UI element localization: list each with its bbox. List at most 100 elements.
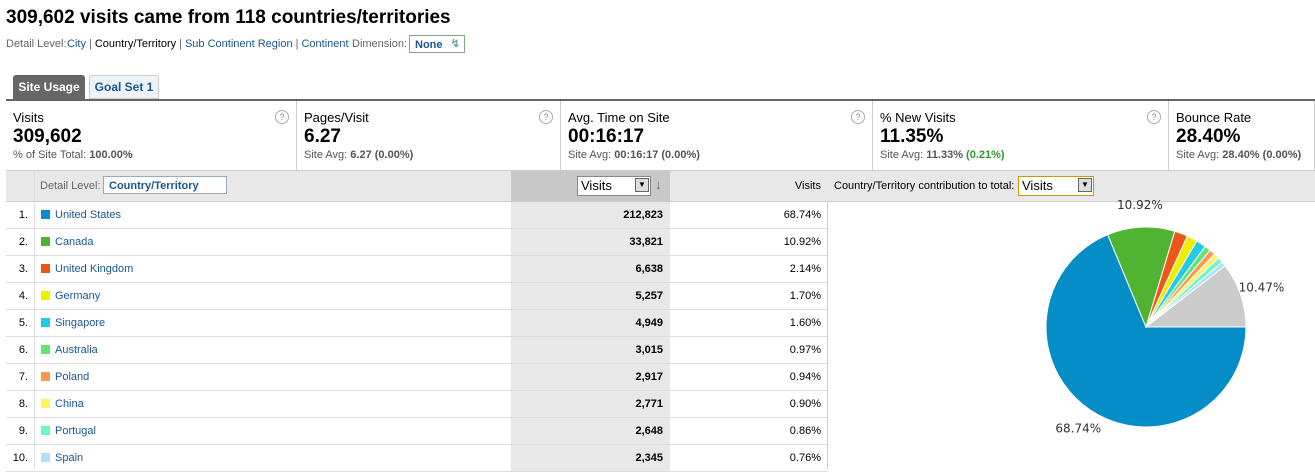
share-cell: 1.60% [789,317,821,329]
color-swatch [41,264,50,273]
metric-sub-label: Site Avg: [1176,149,1220,161]
metric-sub-label: Site Avg: [880,149,924,161]
metric-sub: Site Avg: 6.27 (0.00%) [304,149,413,161]
pie-label: 68.74% [1055,421,1101,435]
table-detail-select[interactable]: Country/Territory [103,176,227,194]
color-swatch [41,399,50,408]
help-icon[interactable]: ? [539,110,553,124]
country-link[interactable]: United Kingdom [55,263,134,275]
row-line [6,255,828,256]
dimension-select[interactable]: None ↯ [409,35,465,53]
metric-value: 28.40% [1176,126,1241,147]
visits-cell: 3,015 [635,344,663,356]
metric-sub-change: (0.00%) [661,149,700,161]
detail-link[interactable]: Sub Continent Region [184,38,293,50]
sorted-cell [511,202,670,228]
country-link[interactable]: China [55,398,84,410]
contribution-select-value: Visits [1022,178,1053,193]
dimension-label: Dimension: [352,38,408,50]
metric-sub: % of Site Total: 100.00% [13,149,133,161]
visits-cell: 33,821 [629,236,663,248]
tab[interactable]: Goal Set 1 [89,75,159,99]
row-number: 9. [18,425,28,437]
detail-link[interactable]: Continent [301,38,349,50]
row-number: 7. [18,371,28,383]
sorted-cell [511,391,670,417]
visits-cell: 212,823 [623,209,663,221]
share-cell: 0.97% [789,344,821,356]
color-swatch [41,345,50,354]
color-swatch [41,453,50,462]
visits-cell: 5,257 [635,290,663,302]
metric-sub: Site Avg: 11.33% (0.21%) [880,149,1005,161]
color-swatch [41,426,50,435]
share-cell: 2.14% [789,263,821,275]
metric-value: 00:16:17 [568,126,645,147]
tab-active[interactable]: Site Usage [13,75,85,100]
metric-label: % New Visits [880,110,956,125]
table-detail-label: Detail Level: [40,180,101,192]
row-line [6,228,828,229]
row-line [6,336,828,337]
metric-sub-value: 11.33% [926,149,963,161]
metric-value: 6.27 [304,126,341,147]
metric-sub-label: % of Site Total: [13,149,87,161]
metric-label: Bounce Rate [1176,110,1252,125]
metric-sub: Site Avg: 00:16:17 (0.00%) [568,149,700,161]
metric-sub: Site Avg: 28.40% (0.00%) [1176,149,1301,161]
sorted-cell [511,445,670,471]
visits-cell: 2,917 [635,371,663,383]
metric-label: Visits [13,110,44,125]
metric-sub-change: (0.21%) [966,149,1005,161]
country-link[interactable]: Poland [55,371,90,383]
metric-select-value: Visits [581,178,612,193]
row-number: 6. [18,344,28,356]
pie-slice [1107,226,1176,329]
country-link[interactable]: Singapore [55,317,106,329]
separator: | [179,38,182,50]
country-link[interactable]: Germany [55,290,101,302]
country-link[interactable]: Canada [55,236,94,248]
row-number: 3. [18,263,28,275]
row-number: 5. [18,317,28,329]
sorted-cell [511,283,670,309]
row-line [6,282,828,283]
row-number: 10. [12,452,28,464]
metric-select[interactable]: Visits ▼ [577,176,651,196]
detail-link[interactable]: City [67,38,86,50]
row-number: 4. [18,290,28,302]
share-cell: 68.74% [783,209,821,221]
help-icon[interactable]: ? [1147,110,1161,124]
row-line [6,390,828,391]
col-header: Visits [794,180,821,192]
metric: Pages/Visit 6.27 Site Avg: 6.27 (0.00%)? [297,101,561,170]
metric-value: 309,602 [13,126,82,147]
country-link[interactable]: United States [55,209,122,221]
dimension-value: None [415,39,443,51]
help-icon[interactable]: ? [275,110,289,124]
country-link[interactable]: Australia [55,344,98,356]
contribution-select[interactable]: Visits ▼ [1018,176,1094,196]
metric-sub-change: (0.00%) [374,149,414,161]
share-cell: 0.76% [789,452,821,464]
row-line [6,444,828,445]
detail-links: City | Country/Territory | Sub Continent Reg… [67,38,349,50]
color-swatch [41,237,50,246]
sorted-cell [511,418,670,444]
contribution-label: Country/Territory contribution to total: [834,180,1015,192]
row-number: 1. [18,209,28,221]
metric-sub-value: 28.40% [1222,149,1260,161]
metric-sub-value: 00:16:17 [614,149,659,161]
pie-label: 10.47% [1239,281,1285,295]
visits-cell: 2,771 [635,398,663,410]
row-line [6,363,828,364]
row-number: 8. [18,398,28,410]
metric: Visits 309,602 % of Site Total: 100.00%? [6,101,297,170]
country-link[interactable]: Spain [55,452,84,464]
help-icon[interactable]: ? [851,110,865,124]
country-link[interactable]: Portugal [55,425,96,437]
share-cell: 0.86% [789,425,821,437]
metric-sub-value: 100.00% [89,149,133,161]
